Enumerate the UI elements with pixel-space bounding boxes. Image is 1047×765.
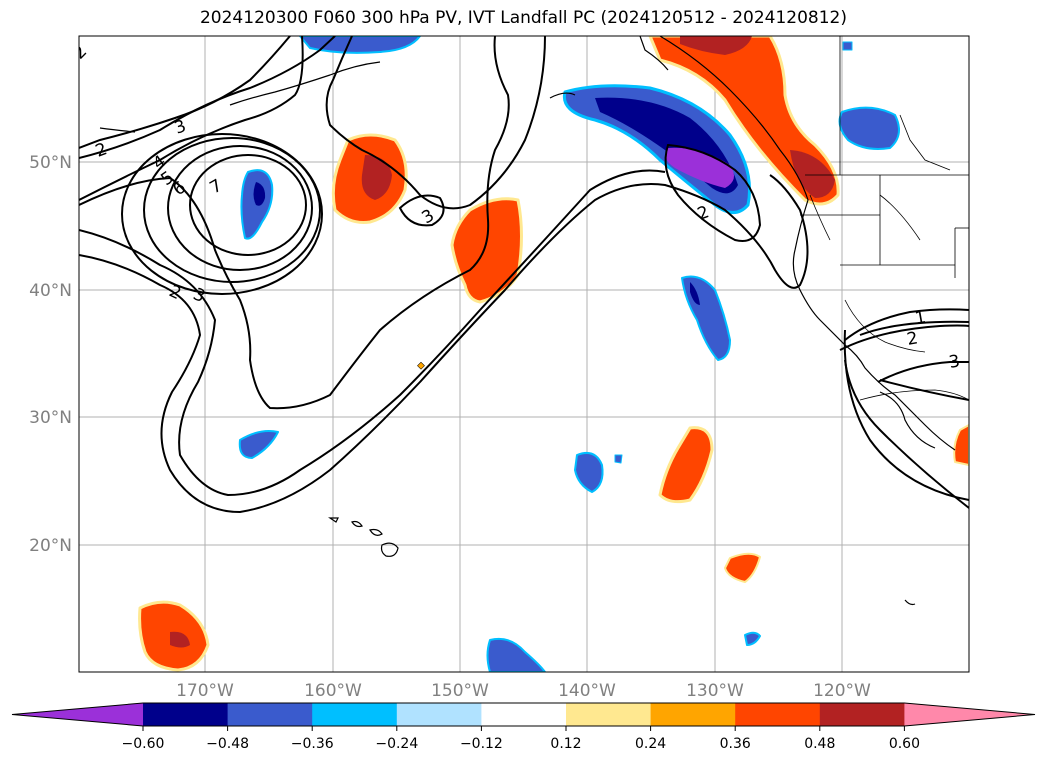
colorbar-segment [396,703,482,726]
negative-anomaly-140w [574,452,604,493]
colorbar-tick-label: 0.60 [889,736,920,752]
colorbar-tick-label: 0.12 [550,736,581,752]
lon-label-140w: 140°W [558,681,616,701]
colorbar-tick-label: 0.48 [804,736,835,752]
political-borders [800,36,969,401]
colorbar-tick-label: 0.24 [635,736,666,752]
pv-anomaly-fill [138,36,969,672]
colorbar-segment [143,703,229,726]
colorbar-segment [735,703,821,726]
contour-label: 2 [905,328,919,350]
lon-label-160w: 160°W [304,681,362,701]
lat-label-20n: 20°N [29,536,72,556]
ivt-contours [79,36,969,514]
map-title: 2024120300 F060 300 hPa PV, IVT Landfall… [199,8,847,28]
colorbar-tick-label: −0.12 [460,736,503,752]
colorbar-tick-label: −0.36 [291,736,334,752]
latitude-labels: 50°N 40°N 30°N 20°N [29,153,72,556]
lon-label-150w: 150°W [431,681,489,701]
lat-label-30n: 30°N [29,408,72,428]
negative-anomaly-alberta [838,106,900,150]
longitude-labels: 170°W 160°W 150°W 140°W 130°W 120°W [176,681,871,701]
lat-label-50n: 50°N [29,153,72,173]
colorbar-segment [566,703,652,726]
colorbar: −0.60 −0.48 −0.36 −0.24 −0.12 0.12 0.24 0.36 0.4… [11,702,1036,752]
colorbar-tick-label: −0.24 [375,736,418,752]
colorbar-tick-label: −0.60 [122,736,165,752]
negative-anomaly-subtropics [238,430,279,459]
colorbar-segment [650,703,736,726]
colorbar-segment [312,703,398,726]
coastlines [99,36,956,606]
colorbar-segment [819,703,905,726]
map-panel[interactable]: 2 3 4 5 6 7 2 3 3 2 2 1 2 3 [69,35,970,673]
lon-label-120w: 120°W [813,681,871,701]
contour-label: 1 [913,307,927,329]
lon-label-170w: 170°W [176,681,234,701]
lat-label-40n: 40°N [29,281,72,301]
colorbar-segment [227,703,313,726]
lon-label-130w: 130°W [686,681,744,701]
colorbar-tick-label: 0.36 [720,736,751,752]
colorbar-extend-high [904,703,1035,726]
negative-anomaly-bottom [486,637,546,672]
colorbar-segment [481,703,567,726]
contour-label: 3 [947,351,961,373]
colorbar-extend-low [12,703,143,726]
positive-anomaly-133w [658,426,714,504]
colorbar-tick-label: −0.48 [206,736,249,752]
positive-anomaly-128w [724,552,761,583]
positive-anomaly-148w [450,197,523,304]
positive-anomaly-canada [648,36,840,206]
